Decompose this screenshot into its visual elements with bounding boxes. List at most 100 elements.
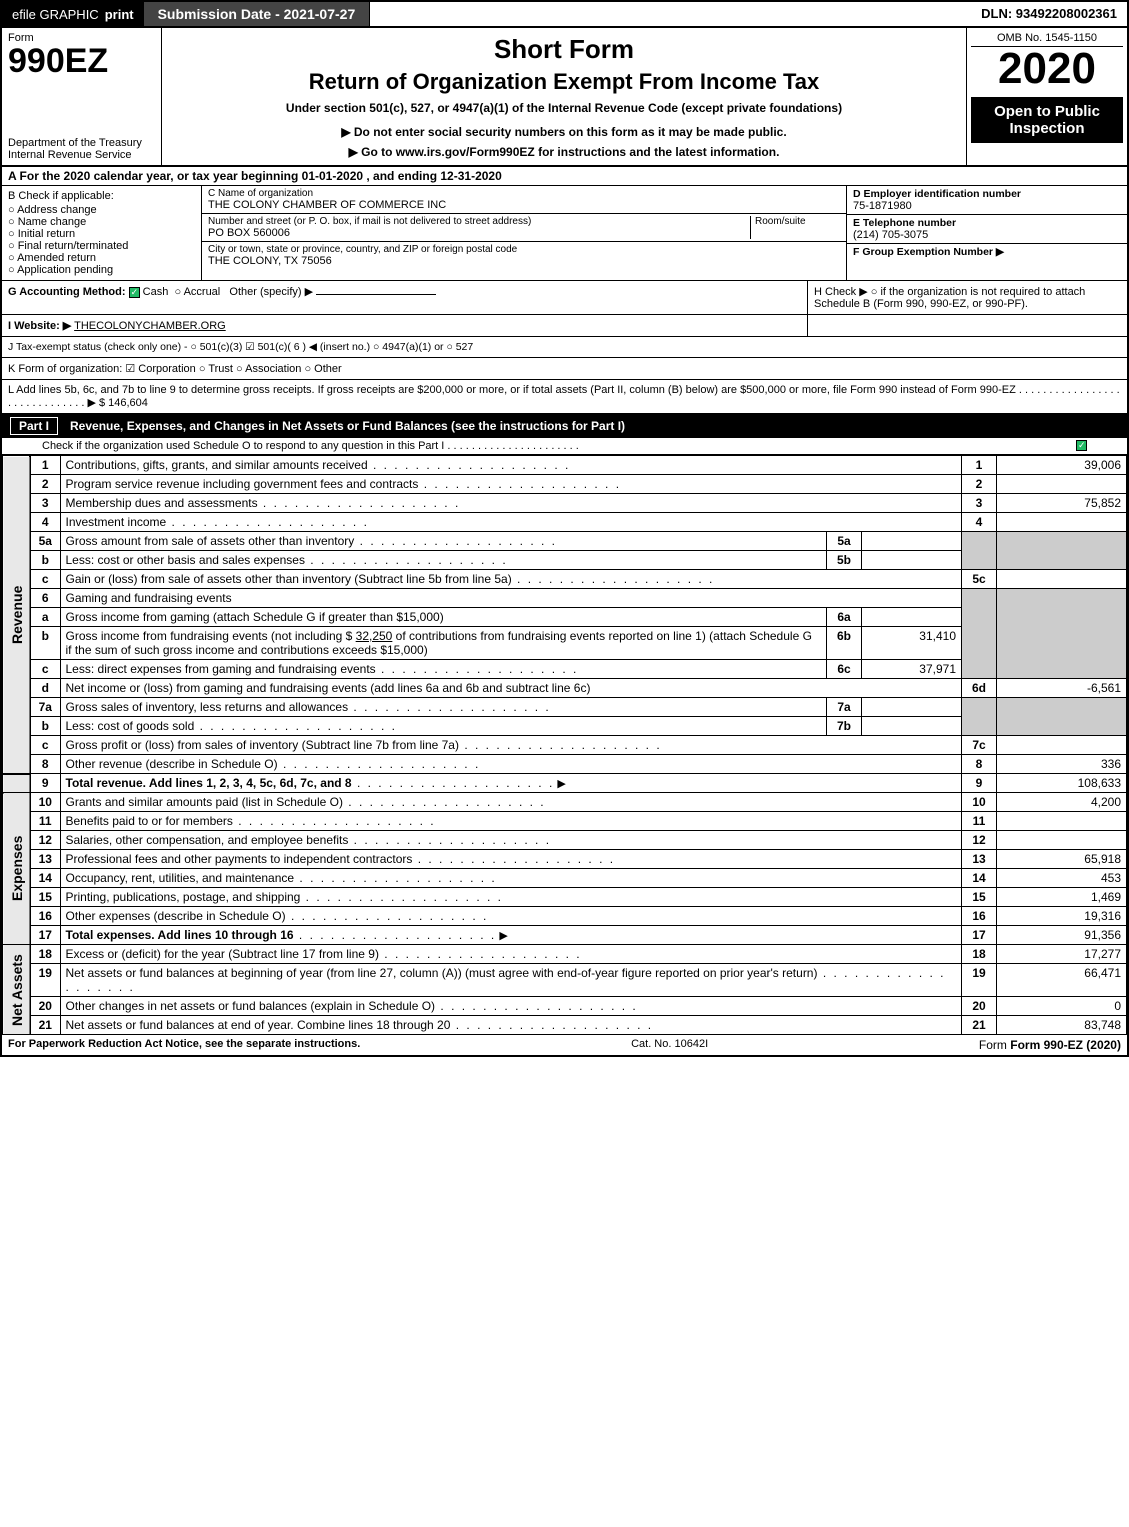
check-application-pending[interactable]: Application pending (8, 264, 195, 276)
part1-label: Part I (10, 417, 58, 435)
row-6a-sub: 6a (827, 608, 862, 627)
check-address-change[interactable]: Address change (8, 204, 195, 216)
row-7b-subval (862, 717, 962, 736)
row-5b-desc: Less: cost or other basis and sales expe… (60, 551, 827, 570)
row-4-no: 4 (30, 513, 60, 532)
row-19-col: 19 (962, 964, 997, 997)
row-12-amt (997, 831, 1127, 850)
check-final-return[interactable]: Final return/terminated (8, 240, 195, 252)
row-21-amt: 83,748 (997, 1016, 1127, 1035)
row-15-no: 15 (30, 888, 60, 907)
row-8-desc: Other revenue (describe in Schedule O) (60, 755, 962, 774)
section-b-checks: B Check if applicable: Address change Na… (2, 186, 202, 280)
sched-o-line: Check if the organization used Schedule … (2, 438, 1127, 455)
row-14-no: 14 (30, 869, 60, 888)
org-address: PO BOX 560006 (208, 227, 750, 239)
row-6c-no: c (30, 660, 60, 679)
row-13-desc: Professional fees and other payments to … (60, 850, 962, 869)
row-5a-desc: Gross amount from sale of assets other t… (60, 532, 827, 551)
row-9-amt: 108,633 (997, 774, 1127, 793)
b-label: B Check if applicable: (8, 190, 195, 202)
row-8-col: 8 (962, 755, 997, 774)
row-1-amt: 39,006 (997, 456, 1127, 475)
dln-label: DLN: 93492208002361 (971, 2, 1127, 26)
row-8-amt: 336 (997, 755, 1127, 774)
form-subtitle: Under section 501(c), 527, or 4947(a)(1)… (172, 101, 956, 115)
row-14-col: 14 (962, 869, 997, 888)
form-title: Return of Organization Exempt From Incom… (172, 69, 956, 95)
row-7a-sub: 7a (827, 698, 862, 717)
footer-cat: Cat. No. 10642I (631, 1038, 708, 1052)
part1-title: Revenue, Expenses, and Changes in Net As… (70, 419, 625, 433)
topbar-spacer (370, 2, 971, 26)
row-12-col: 12 (962, 831, 997, 850)
row-5c-col: 5c (962, 570, 997, 589)
check-amended-return[interactable]: Amended return (8, 252, 195, 264)
row-7a-no: 7a (30, 698, 60, 717)
row-5b-sub: 5b (827, 551, 862, 570)
header-center: Short Form Return of Organization Exempt… (162, 28, 967, 165)
row-19-desc: Net assets or fund balances at beginning… (60, 964, 962, 997)
row-3-amt: 75,852 (997, 494, 1127, 513)
line-j: J Tax-exempt status (check only one) - ○… (2, 337, 1127, 357)
row-2-no: 2 (30, 475, 60, 494)
check-cash[interactable] (129, 287, 140, 298)
row-2-amt (997, 475, 1127, 494)
line-a-calendar: A For the 2020 calendar year, or tax yea… (2, 167, 1127, 186)
row-19-amt: 66,471 (997, 964, 1127, 997)
row-7ab-col-grey (962, 698, 997, 736)
sched-o-check[interactable] (1076, 440, 1087, 451)
row-11-amt (997, 812, 1127, 831)
row-7c-amt (997, 736, 1127, 755)
row-18-amt: 17,277 (997, 945, 1127, 964)
d-label: D Employer identification number (853, 188, 1121, 200)
check-initial-return[interactable]: Initial return (8, 228, 195, 240)
ssn-note: ▶ Do not enter social security numbers o… (172, 125, 956, 139)
row-19-no: 19 (30, 964, 60, 997)
submission-date: Submission Date - 2021-07-27 (144, 2, 371, 26)
row-13-col: 13 (962, 850, 997, 869)
row-5ab-amt-grey (997, 532, 1127, 570)
row-18-col: 18 (962, 945, 997, 964)
row-20-no: 20 (30, 997, 60, 1016)
irs-link[interactable]: www.irs.gov/Form990EZ (396, 145, 535, 159)
side-revenue: Revenue (3, 456, 31, 774)
ein-value: 75-1871980 (853, 200, 1121, 212)
row-10-amt: 4,200 (997, 793, 1127, 812)
row-16-col: 16 (962, 907, 997, 926)
f-label: F Group Exemption Number ▶ (853, 246, 1121, 258)
row-14-desc: Occupancy, rent, utilities, and maintena… (60, 869, 962, 888)
row-7a-subval (862, 698, 962, 717)
row-6d-desc: Net income or (loss) from gaming and fun… (60, 679, 962, 698)
row-4-desc: Investment income (60, 513, 962, 532)
check-name-change[interactable]: Name change (8, 216, 195, 228)
row-6-desc: Gaming and fundraising events (60, 589, 962, 608)
line-k: K Form of organization: ☑ Corporation ○ … (2, 358, 1127, 379)
row-4-col: 4 (962, 513, 997, 532)
row-20-desc: Other changes in net assets or fund bala… (60, 997, 962, 1016)
row-11-desc: Benefits paid to or for members (60, 812, 962, 831)
row-9-desc: Total revenue. Add lines 1, 2, 3, 4, 5c,… (60, 774, 962, 793)
row-5b-no: b (30, 551, 60, 570)
row-7b-sub: 7b (827, 717, 862, 736)
side-rev-end (3, 774, 31, 793)
row-10-desc: Grants and similar amounts paid (list in… (60, 793, 962, 812)
row-2-desc: Program service revenue including govern… (60, 475, 962, 494)
row-3-desc: Membership dues and assessments (60, 494, 962, 513)
website-link[interactable]: THECOLONYCHAMBER.ORG (74, 320, 226, 332)
footer-formref: Form Form 990-EZ (2020) (979, 1038, 1121, 1052)
line-g: G Accounting Method: Cash ○ Accrual Othe… (2, 281, 807, 314)
row-11-col: 11 (962, 812, 997, 831)
print-button[interactable]: print (105, 7, 134, 22)
goto-note: ▶ Go to www.irs.gov/Form990EZ for instru… (172, 145, 956, 159)
row-6d-col: 6d (962, 679, 997, 698)
side-netassets: Net Assets (3, 945, 31, 1035)
row-6a-subval (862, 608, 962, 627)
row-5ab-col-grey (962, 532, 997, 570)
row-6b-sub: 6b (827, 627, 862, 660)
row-7b-no: b (30, 717, 60, 736)
form-number: 990EZ (8, 44, 155, 78)
row-6c-desc: Less: direct expenses from gaming and fu… (60, 660, 827, 679)
city-hint: City or town, state or province, country… (208, 244, 840, 255)
row-9-col: 9 (962, 774, 997, 793)
